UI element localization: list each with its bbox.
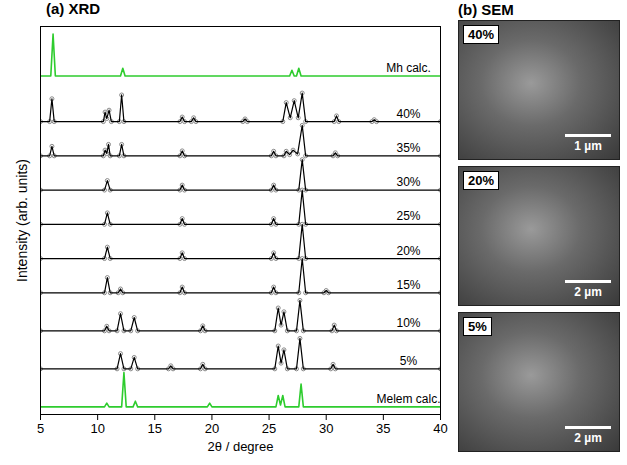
svg-text:20: 20: [205, 421, 219, 436]
svg-text:10: 10: [90, 421, 104, 436]
html-text:2 µm: 2 µm: [574, 285, 602, 299]
html-text:1 µm: 1 µm: [574, 139, 602, 153]
svg-text:2θ / degree: 2θ / degree: [208, 439, 274, 454]
svg-text:15: 15: [148, 421, 162, 436]
html-text:20%: 20%: [468, 173, 494, 188]
svg-text:Melem calc.: Melem calc.: [376, 392, 440, 406]
html-text:(a) XRD: (a) XRD: [46, 0, 101, 17]
html-text:5%: 5%: [468, 319, 487, 334]
svg-text:35%: 35%: [396, 141, 420, 155]
html-text:2 µm: 2 µm: [574, 431, 602, 445]
svg-text:40: 40: [433, 421, 447, 436]
svg-text:Mh calc.: Mh calc.: [386, 61, 431, 75]
svg-text:Intensity (arb. units): Intensity (arb. units): [14, 159, 30, 282]
svg-text:25: 25: [262, 421, 276, 436]
svg-text:30: 30: [319, 421, 333, 436]
svg-text:25%: 25%: [396, 209, 420, 223]
html-text:40%: 40%: [468, 27, 494, 42]
svg-text:30%: 30%: [396, 175, 420, 189]
svg-text:5%: 5%: [400, 354, 418, 368]
html-text:(b) SEM: (b) SEM: [458, 1, 514, 18]
svg-text:10%: 10%: [396, 316, 420, 330]
svg-text:40%: 40%: [396, 107, 420, 121]
svg-text:15%: 15%: [396, 278, 420, 292]
svg-text:35: 35: [376, 421, 390, 436]
svg-text:5: 5: [37, 421, 44, 436]
svg-text:20%: 20%: [396, 244, 420, 258]
